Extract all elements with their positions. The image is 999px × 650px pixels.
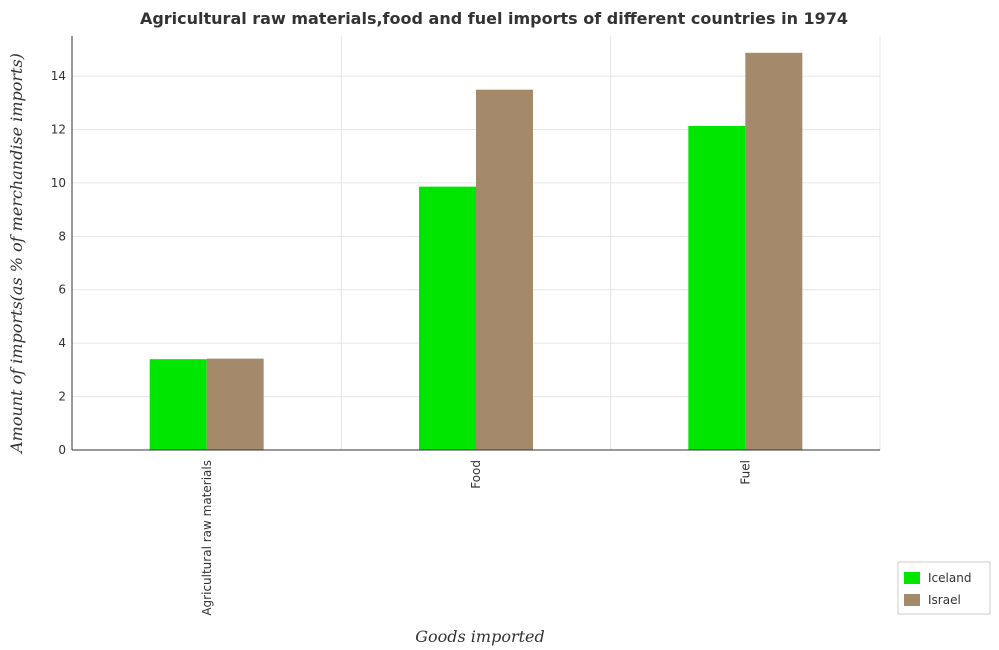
y-tick-label: 6 [58,283,66,297]
x-axis-title: Goods imported [415,627,545,646]
y-tick-label: 2 [58,390,66,404]
legend-swatch [904,594,920,606]
bars [149,52,803,451]
bar-israel-2 [745,52,803,451]
bar-iceland-2 [688,126,746,451]
legend: Iceland Israel [897,561,991,615]
bar-israel-1 [476,89,533,450]
bar-iceland-1 [419,186,476,450]
y-tick-label: 12 [51,122,66,136]
y-tick-label: 0 [58,443,66,457]
legend-swatch [904,572,920,584]
axes: 0 2 4 6 8 10 12 14 Agricultural raw materials Foo… [51,36,880,616]
legend-label: Iceland [928,571,971,585]
y-tick-label: 8 [58,229,66,243]
y-tick-label: 10 [51,176,66,190]
bar-iceland-0 [149,359,207,450]
chart-title: Agricultural raw materials,food and fuel… [140,9,848,28]
legend-label: Israel [928,593,961,607]
x-tick-label: Agricultural raw materials [200,460,214,616]
x-tick-label: Food [469,460,483,489]
x-tick-label: Fuel [739,460,753,485]
y-axis-title: Amount of imports(as % of merchandise im… [7,53,26,455]
y-tick-label: 14 [51,69,66,83]
y-tick-label: 4 [58,336,66,350]
bar-israel-0 [206,358,264,450]
